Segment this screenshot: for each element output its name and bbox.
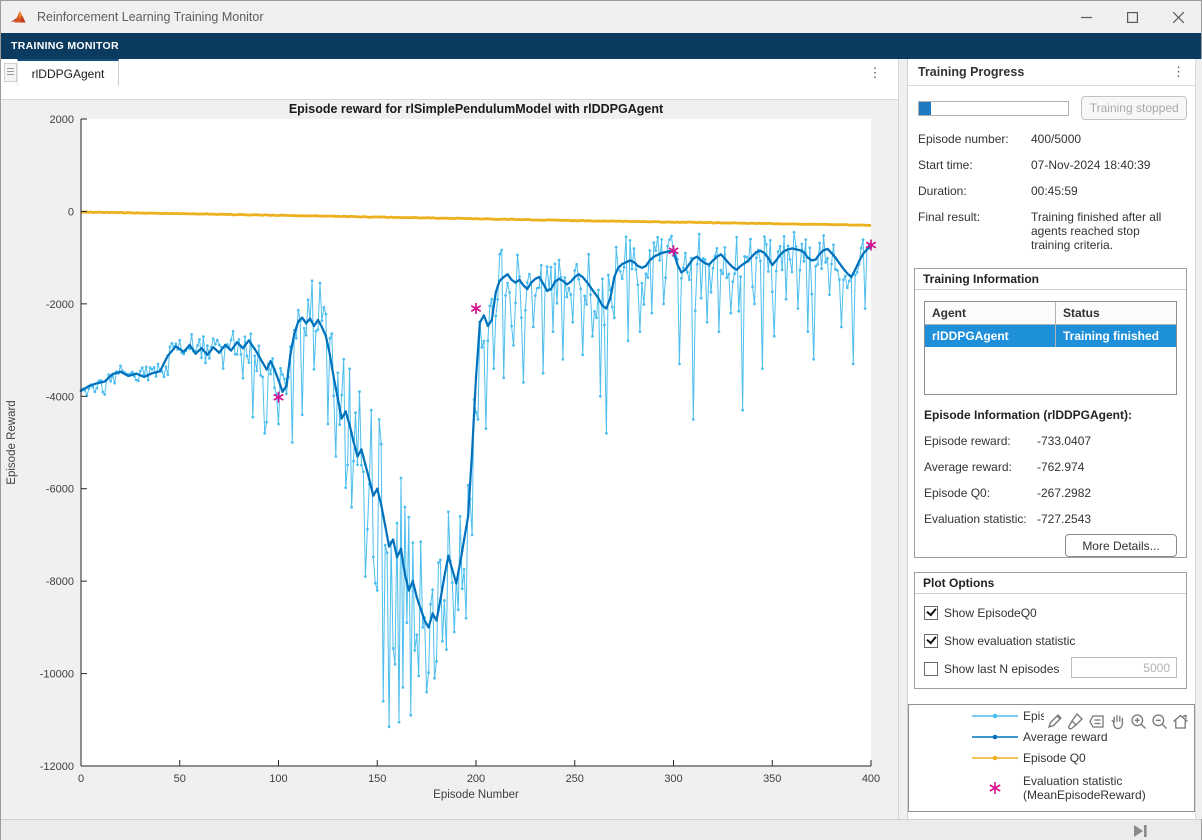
training-progress-panel: Training Progress ⋮ Training stopped Epi… [908, 59, 1195, 819]
last-n-episodes-input[interactable] [1071, 657, 1177, 678]
show-evaluation-statistic-label: Show evaluation statistic [944, 633, 1076, 648]
brush-icon[interactable] [1065, 711, 1086, 732]
status-bar [1, 819, 1201, 840]
axes-toolbar [1044, 709, 1191, 733]
zoom-in-icon[interactable] [1128, 711, 1149, 732]
progress-fill [919, 101, 931, 115]
svg-text:200: 200 [467, 773, 485, 785]
show-last-n-episodes-checkbox[interactable] [924, 661, 938, 676]
column-header-status: Status [1063, 306, 1100, 320]
plot-options-section: Plot Options Show EpisodeQ0 Show evaluat… [914, 572, 1187, 689]
panel-menu-icon[interactable]: ⋮ [1172, 64, 1185, 79]
episode-reward-label: Episode reward: [924, 434, 1011, 448]
training-information-title: Training Information [915, 269, 1186, 290]
svg-text:150: 150 [368, 773, 386, 785]
svg-text:2000: 2000 [50, 114, 74, 126]
agent-cell: rlDDPGAgent [925, 325, 1056, 347]
svg-text:Episode reward for rlSimplePen: Episode reward for rlSimplePendulumModel… [289, 102, 664, 116]
svg-text:-12000: -12000 [40, 761, 74, 773]
zoom-out-icon[interactable] [1149, 711, 1170, 732]
svg-text:-8000: -8000 [46, 576, 74, 588]
tab-rlddpgagent[interactable]: rlDDPGAgent [17, 59, 119, 86]
home-icon[interactable] [1170, 711, 1191, 732]
training-stopped-button[interactable]: Training stopped [1081, 96, 1187, 120]
window-title: Reinforcement Learning Training Monitor [37, 10, 264, 24]
final-result-label: Final result: [918, 210, 981, 224]
legend-entry[interactable]: Episode Q0 [971, 747, 1194, 768]
title-bar: Reinforcement Learning Training Monitor [1, 1, 1201, 33]
average-reward-value: -762.974 [1037, 460, 1085, 474]
training-information-section: Training Information Agent Status rlDDPG… [914, 268, 1187, 558]
legend-entry-label: Evaluation statistic (MeanEpisodeReward) [1023, 774, 1146, 802]
svg-text:0: 0 [78, 773, 84, 785]
svg-text:Episode Number: Episode Number [433, 789, 519, 801]
episode-information-title: Episode Information (rlDDPGAgent): [924, 408, 1132, 422]
agent-status-table[interactable]: Agent Status rlDDPGAgent Training finish… [924, 301, 1177, 395]
panel-title: Training Progress [918, 65, 1025, 79]
export-icon[interactable] [1044, 711, 1065, 732]
panel-divider[interactable] [898, 59, 908, 819]
close-button[interactable] [1155, 1, 1201, 33]
training-plot-axes[interactable]: Episode reward for rlSimplePendulumModel… [1, 100, 898, 819]
collapse-panel-icon[interactable] [1131, 823, 1149, 839]
svg-text:-4000: -4000 [46, 391, 74, 403]
legend-entry[interactable]: Average reward [971, 726, 1194, 747]
legend-marker-icon [971, 732, 1019, 742]
svg-text:250: 250 [566, 773, 584, 785]
legend-entry-label: Episode Q0 [1023, 750, 1086, 765]
tab-drag-handle-icon[interactable] [4, 63, 17, 82]
duration-value: 00:45:59 [1031, 184, 1078, 198]
svg-text:400: 400 [862, 773, 880, 785]
svg-text:100: 100 [269, 773, 287, 785]
legend-marker-icon [971, 753, 1019, 763]
show-evaluation-statistic-checkbox[interactable] [924, 633, 938, 648]
average-reward-label: Average reward: [924, 460, 1012, 474]
legend-entry-label: Average reward [1023, 729, 1108, 744]
start-time-label: Start time: [918, 158, 973, 172]
toolstrip-tab-training-monitor[interactable]: TRAINING MONITOR [11, 40, 119, 52]
matlab-logo-icon [11, 10, 26, 22]
evaluation-statistic-label: Evaluation statistic: [924, 512, 1027, 526]
show-last-n-episodes-label: Show last N episodes [944, 661, 1060, 676]
episode-q0-value: -267.2982 [1037, 486, 1092, 500]
right-edge-strip [1195, 59, 1202, 819]
start-time-value: 07-Nov-2024 18:40:39 [1031, 158, 1151, 172]
final-result-value: Training finished after all agents reach… [1031, 210, 1162, 252]
figure-panel: Episode reward for rlSimplePendulumModel… [1, 100, 898, 819]
datatips-icon[interactable] [1086, 711, 1107, 732]
svg-text:50: 50 [174, 773, 186, 785]
more-details-button[interactable]: More Details... [1065, 534, 1177, 557]
column-header-agent: Agent [925, 302, 1056, 324]
evaluation-statistic-value: -727.2543 [1037, 512, 1092, 526]
svg-text:300: 300 [664, 773, 682, 785]
toolstrip: TRAINING MONITOR [1, 33, 1201, 59]
episode-number-label: Episode number: [918, 132, 1009, 146]
maximize-button[interactable] [1109, 1, 1155, 33]
legend-marker-icon [971, 780, 1019, 796]
episode-number-value: 400/5000 [1031, 132, 1082, 146]
table-row[interactable]: rlDDPGAgent Training finished [925, 325, 1176, 347]
episode-q0-label: Episode Q0: [924, 486, 991, 500]
minimize-button[interactable] [1063, 1, 1109, 33]
legend-marker-icon [971, 711, 1019, 721]
svg-text:Episode Reward: Episode Reward [6, 400, 18, 484]
pan-icon[interactable] [1107, 711, 1128, 732]
svg-text:0: 0 [68, 206, 74, 218]
show-episodeq0-checkbox[interactable] [924, 605, 938, 620]
svg-text:-6000: -6000 [46, 484, 74, 496]
svg-text:-2000: -2000 [46, 299, 74, 311]
show-episodeq0-label: Show EpisodeQ0 [944, 605, 1037, 620]
svg-text:350: 350 [763, 773, 781, 785]
document-actions-menu-icon[interactable]: ⋮ [868, 65, 882, 80]
duration-label: Duration: [918, 184, 967, 198]
plot-options-title: Plot Options [915, 573, 1186, 594]
svg-text:-10000: -10000 [40, 669, 74, 681]
document-tab-strip: rlDDPGAgent ⋮ [1, 59, 898, 100]
legend-entry[interactable]: Evaluation statistic (MeanEpisodeReward) [971, 771, 1194, 805]
status-cell: Training finished [1063, 329, 1160, 343]
training-progress-bar [918, 100, 1070, 116]
episode-reward-value: -733.0407 [1037, 434, 1092, 448]
